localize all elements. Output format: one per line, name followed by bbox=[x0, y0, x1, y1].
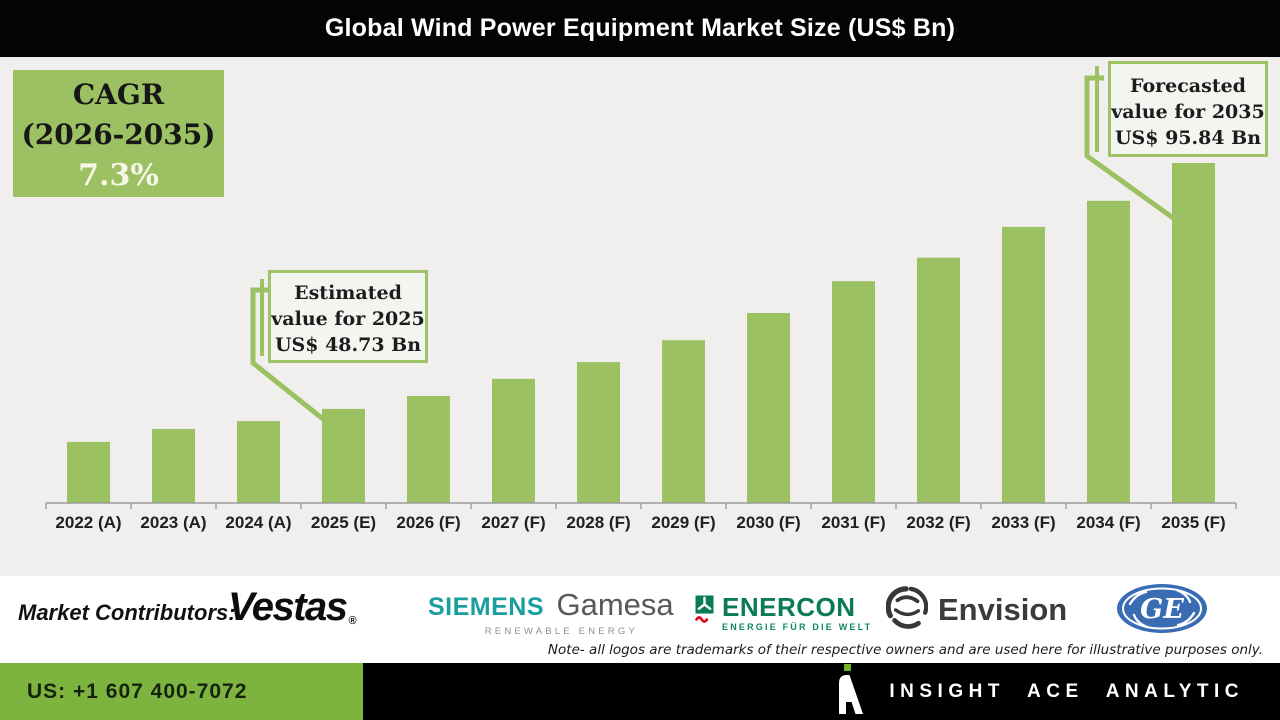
page-title: Global Wind Power Equipment Market Size … bbox=[324, 14, 956, 42]
ge-logo: GE bbox=[1116, 583, 1208, 639]
brand-block: INSIGHT ACE ANALYTIC bbox=[835, 663, 1244, 720]
contributors-band: Market Contributors: Vestas ® SIEMENS Gam… bbox=[0, 576, 1280, 663]
ge-monogram-text: GE bbox=[1140, 594, 1184, 625]
estimated-line2: value for 2025 bbox=[271, 308, 425, 330]
trademark-note: Note- all logos are trademarks of their … bbox=[547, 642, 1263, 658]
enercon-tagline: ENERGIE FÜR DIE WELT bbox=[722, 622, 873, 632]
forecasted-value-callout: Forecasted value for 2035 US$ 95.84 Bn bbox=[1108, 61, 1268, 157]
bar-2025 (E) bbox=[322, 408, 365, 503]
siemens-gamesa-logo: SIEMENS Gamesa RENEWABLE ENERGY bbox=[428, 587, 674, 637]
cagr-period: (2026-2035) bbox=[21, 118, 216, 151]
enercon-logo: ENERCON ENERGIE FÜR DIE WELT bbox=[695, 592, 873, 632]
envision-swirl-icon bbox=[885, 585, 929, 634]
gamesa-wordmark: Gamesa bbox=[556, 587, 674, 622]
envision-wordmark: Envision bbox=[938, 591, 1068, 627]
x-label-2025: 2025 (E) bbox=[310, 513, 377, 532]
phone-block: US: +1 607 400-7072 bbox=[0, 663, 363, 720]
enercon-wordmark: ENERCON bbox=[722, 592, 856, 622]
vestas-wordmark: Vestas bbox=[228, 585, 348, 629]
cagr-label: CAGR bbox=[72, 78, 165, 111]
x-label-2032: 2032 (F) bbox=[906, 513, 971, 532]
x-axis-labels: 2022 (A) 2023 (A) 2024 (A) 2025 (E) 2026 (F)… bbox=[0, 513, 1280, 543]
vestas-logo: Vestas ® bbox=[228, 585, 357, 630]
ge-monogram-icon: GE bbox=[1117, 584, 1207, 633]
x-label-2027: 2027 (F) bbox=[481, 513, 546, 532]
brand-name: INSIGHT ACE ANALYTIC bbox=[889, 680, 1244, 702]
bar-2034 (F) bbox=[1087, 200, 1130, 504]
bar-2030 (F) bbox=[747, 313, 790, 503]
registered-mark-icon: ® bbox=[348, 615, 357, 627]
x-label-2033: 2033 (F) bbox=[991, 513, 1056, 532]
bar-2026 (F) bbox=[407, 396, 450, 503]
insight-ace-a-icon bbox=[835, 664, 867, 719]
chart-panel: CAGR (2026-2035) 7.3% Estimated value fo… bbox=[0, 57, 1280, 576]
bar-2029 (F) bbox=[662, 340, 705, 503]
x-label-2035: 2035 (F) bbox=[1161, 513, 1226, 532]
cagr-box: CAGR (2026-2035) 7.3% bbox=[13, 70, 224, 197]
x-label-2031: 2031 (F) bbox=[821, 513, 886, 532]
bar-2033 (F) bbox=[1002, 226, 1045, 503]
x-label-2028: 2028 (F) bbox=[566, 513, 631, 532]
x-label-2034: 2034 (F) bbox=[1076, 513, 1141, 532]
forecasted-line2: value for 2035 bbox=[1111, 101, 1265, 123]
bar-2028 (F) bbox=[577, 362, 620, 503]
x-label-2029: 2029 (F) bbox=[651, 513, 716, 532]
bar-2023 (A) bbox=[152, 428, 195, 503]
x-label-2024: 2024 (A) bbox=[225, 513, 292, 532]
footer-bar: US: +1 607 400-7072 INSIGHT ACE ANALYTIC bbox=[0, 663, 1280, 720]
x-label-2030: 2030 (F) bbox=[736, 513, 801, 532]
estimated-leader-line bbox=[250, 279, 325, 421]
bar-2027 (F) bbox=[492, 378, 535, 503]
siemens-gamesa-tagline: RENEWABLE ENERGY bbox=[484, 626, 638, 637]
x-axis bbox=[45, 502, 1237, 509]
siemens-wordmark: SIEMENS bbox=[428, 593, 545, 621]
x-label-2022: 2022 (A) bbox=[55, 513, 122, 532]
market-contributors-label: Market Contributors: bbox=[18, 600, 236, 625]
bar-2035 (F) bbox=[1172, 163, 1215, 503]
x-label-2023: 2023 (A) bbox=[140, 513, 207, 532]
forecasted-leader-line bbox=[1084, 66, 1178, 223]
bar-2031 (F) bbox=[832, 281, 875, 503]
phone-number: US: +1 607 400-7072 bbox=[27, 680, 248, 703]
cagr-value: 7.3% bbox=[78, 158, 159, 193]
bar-chart bbox=[45, 66, 1237, 509]
x-label-2026: 2026 (F) bbox=[396, 513, 461, 532]
enercon-turbine-icon bbox=[695, 595, 715, 629]
estimated-line3: US$ 48.73 Bn bbox=[274, 334, 422, 356]
bars-group bbox=[67, 163, 1215, 504]
forecasted-line3: US$ 95.84 Bn bbox=[1114, 127, 1262, 149]
envision-logo: Envision bbox=[885, 585, 1068, 634]
estimated-line1: Estimated bbox=[294, 282, 402, 304]
bar-2032 (F) bbox=[917, 257, 960, 503]
bar-2024 (A) bbox=[237, 421, 280, 503]
estimated-value-callout: Estimated value for 2025 US$ 48.73 Bn bbox=[268, 270, 428, 363]
bar-2022 (A) bbox=[67, 441, 110, 503]
title-bar: Global Wind Power Equipment Market Size … bbox=[0, 0, 1280, 57]
forecasted-line1: Forecasted bbox=[1130, 75, 1246, 97]
